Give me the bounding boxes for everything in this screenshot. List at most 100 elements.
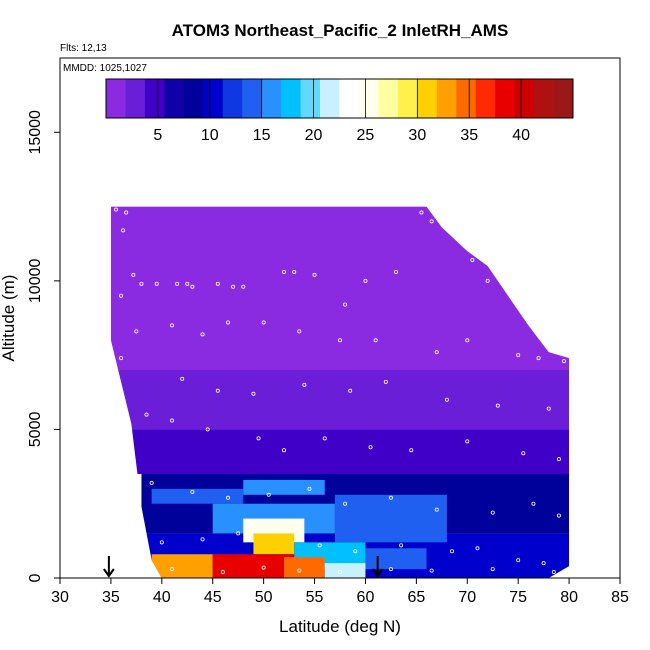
sample-point-2 (121, 228, 126, 233)
sample-point-50 (205, 427, 210, 432)
sample-point-13 (231, 284, 236, 289)
sample-point-15 (281, 269, 286, 274)
sample-point-78 (475, 546, 480, 551)
sample-point-37 (536, 356, 541, 361)
heatmap-cell-14 (212, 554, 295, 578)
sample-point-0 (114, 207, 119, 212)
sample-point-66 (434, 507, 439, 512)
sample-point-63 (307, 486, 312, 491)
y-axis: 0 5000 10000 15000 (27, 110, 60, 582)
x-tick-label-11: 85 (611, 589, 629, 606)
sample-point-17 (312, 272, 317, 277)
sample-point-7 (139, 281, 144, 286)
colorbar-swatch-7 (242, 79, 263, 118)
sample-point-47 (546, 406, 551, 411)
sample-point-33 (373, 338, 378, 343)
heatmap-cell-15 (284, 557, 325, 578)
sample-point-42 (302, 382, 307, 387)
colorbar-tick-label-4: 25 (357, 127, 375, 144)
colorbar-swatch-9 (281, 79, 301, 118)
flight-arrow-1 (371, 556, 384, 578)
sample-point-28 (200, 332, 205, 337)
sample-point-19 (363, 278, 368, 283)
y-axis-label: Altitude (m) (0, 275, 18, 362)
sample-point-77 (449, 549, 454, 554)
sample-point-67 (490, 510, 495, 515)
colorbar-tick-label-3: 20 (305, 127, 323, 144)
chart-title: ATOM3 Northeast_Pacific_2 InletRH_AMS (172, 21, 509, 40)
x-tick-label-1: 35 (102, 589, 120, 606)
colorbar-tick-label-1: 10 (201, 127, 219, 144)
sample-point-85 (297, 568, 302, 573)
sample-point-43 (348, 388, 353, 393)
sample-point-26 (505, 287, 510, 292)
sample-point-73 (271, 528, 276, 533)
heatmap-cell-0 (110, 206, 570, 370)
sample-point-61 (225, 495, 230, 500)
heatmap-cell-1 (110, 370, 570, 430)
x-tick-label-5: 55 (306, 589, 324, 606)
sample-point-8 (154, 281, 159, 286)
colorbar-swatch-16 (417, 79, 438, 118)
colorbar-swatch-14 (378, 79, 399, 118)
colorbar-swatch-11 (320, 79, 340, 118)
sample-point-18 (343, 302, 348, 307)
sample-point-31 (297, 329, 302, 334)
colorbar-swatch-17 (436, 79, 457, 118)
colorbar-tick-label-2: 15 (253, 127, 271, 144)
colorbar-swatch-19 (475, 79, 496, 118)
sample-point-53 (322, 436, 327, 441)
colorbar-swatch-21 (514, 79, 535, 118)
sample-point-44 (383, 379, 388, 384)
sample-point-55 (409, 448, 414, 453)
sample-point-16 (292, 269, 297, 274)
colorbar-frame (105, 78, 574, 119)
y-tick-label-2: 10000 (27, 259, 44, 304)
heatmap-cell-13 (151, 554, 213, 578)
sample-point-72 (236, 531, 241, 536)
sample-point-81 (551, 570, 556, 575)
x-axis-label: Latitude (deg N) (279, 617, 401, 636)
y-tick-label-1: 5000 (27, 412, 44, 448)
sample-point-52 (281, 448, 286, 453)
colorbar-tick-label-5: 30 (408, 127, 426, 144)
sample-point-35 (465, 338, 470, 343)
flights-label: Flts: 12,13 (60, 43, 107, 54)
sample-point-89 (490, 567, 495, 572)
x-tick-label-0: 30 (51, 589, 69, 606)
sample-point-84 (261, 565, 266, 570)
sample-points-layer (114, 207, 567, 575)
x-tick-label-8: 70 (458, 589, 476, 606)
sample-point-88 (429, 568, 434, 573)
sample-point-59 (149, 480, 154, 485)
sample-point-12 (215, 281, 220, 286)
colorbar-swatch-18 (456, 79, 477, 118)
sample-point-49 (169, 418, 174, 423)
plot-frame (59, 57, 621, 579)
sample-point-71 (200, 537, 205, 542)
sample-point-79 (516, 558, 521, 563)
heatmap-cell-16 (324, 563, 366, 578)
heatmap-cell-12 (365, 548, 427, 570)
sample-point-29 (225, 320, 230, 325)
sample-point-70 (159, 540, 164, 545)
sample-point-51 (256, 436, 261, 441)
sample-point-58 (556, 457, 561, 462)
sample-point-45 (444, 397, 449, 402)
dates-label: MMDD: 1025,1027 (63, 63, 147, 74)
x-tick-label-6: 60 (357, 589, 375, 606)
sample-point-82 (169, 567, 174, 572)
sample-point-32 (337, 338, 342, 343)
sample-point-4 (119, 293, 124, 298)
sample-point-54 (368, 445, 373, 450)
sample-point-76 (399, 543, 404, 548)
colorbar: 5 10 15 20 25 30 35 40 (105, 78, 574, 144)
sample-point-80 (541, 561, 546, 566)
colorbar-swatch-5 (203, 79, 224, 118)
heatmap-cell-6 (243, 479, 325, 495)
colorbar-swatch-2 (144, 79, 165, 118)
sample-point-40 (215, 388, 220, 393)
sample-point-62 (266, 492, 271, 497)
sample-point-36 (516, 353, 521, 358)
